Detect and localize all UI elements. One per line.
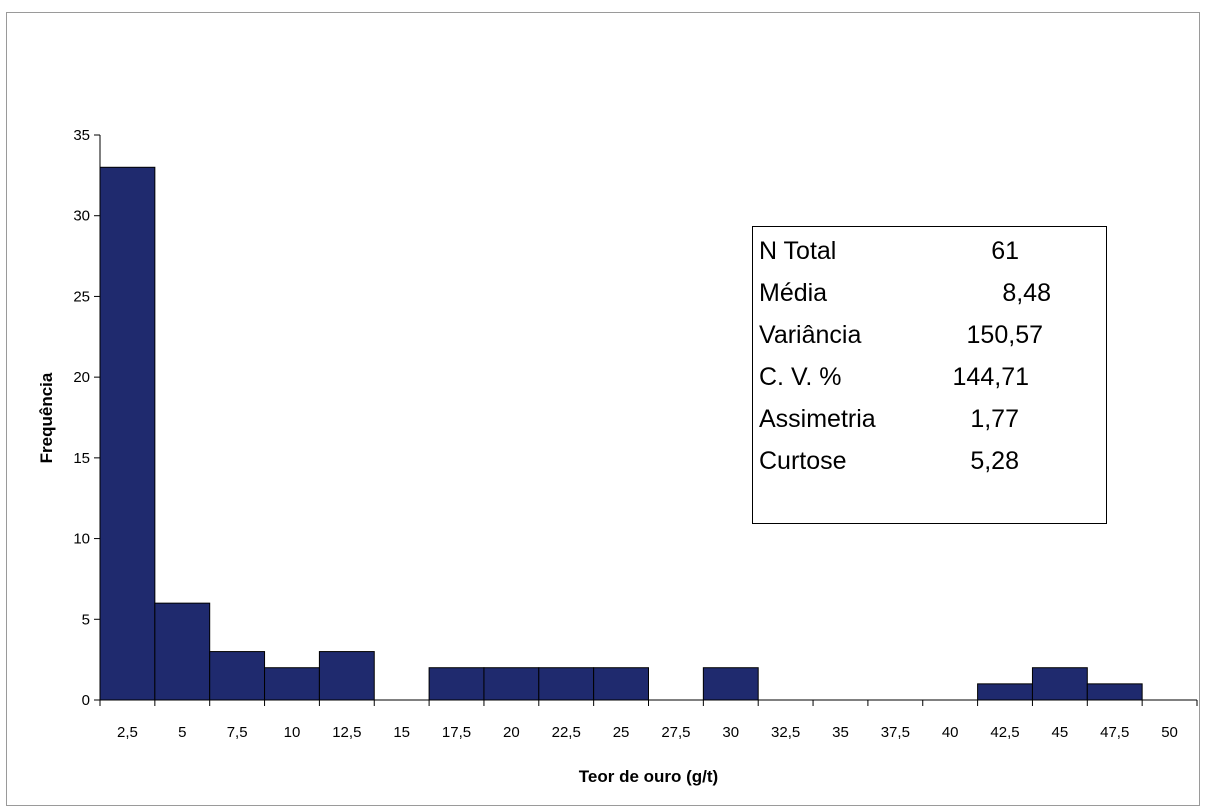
x-tick-label: 35 xyxy=(832,724,849,741)
histogram-bar xyxy=(428,667,485,701)
x-tick-label: 47,5 xyxy=(1100,724,1129,741)
x-tick-label: 2,5 xyxy=(117,724,138,741)
histogram-bar xyxy=(154,602,211,701)
histogram-bar xyxy=(264,667,320,701)
stat-row: Variância 150,57 xyxy=(759,321,1079,357)
x-tick-label: 40 xyxy=(942,724,959,741)
y-tick-label: 20 xyxy=(73,369,90,386)
stat-row: Assimetria 1,77 xyxy=(759,405,1079,441)
x-tick-label: 22,5 xyxy=(552,724,581,741)
stat-value: 61 xyxy=(991,237,1019,265)
x-tick-label: 20 xyxy=(503,724,520,741)
stat-name: Assimetria xyxy=(759,405,876,433)
x-tick-label: 42,5 xyxy=(990,724,1019,741)
x-tick-label: 5 xyxy=(178,724,186,741)
y-axis-title: Frequência xyxy=(37,372,56,463)
stat-name: Curtose xyxy=(759,447,847,475)
histogram-bar xyxy=(483,667,540,701)
y-tick-label: 30 xyxy=(73,208,90,225)
histogram-bar xyxy=(318,651,375,701)
stat-value: 150,57 xyxy=(966,321,1043,349)
x-tick-label: 30 xyxy=(722,724,739,741)
y-tick-label: 25 xyxy=(73,288,90,305)
histogram-bar xyxy=(209,651,266,701)
stat-name: Variância xyxy=(759,321,862,349)
y-tick-label: 10 xyxy=(73,531,90,548)
x-tick-label: 27,5 xyxy=(661,724,690,741)
x-tick-label: 7,5 xyxy=(227,724,248,741)
x-tick-label: 17,5 xyxy=(442,724,471,741)
x-tick-label: 50 xyxy=(1161,724,1178,741)
y-tick-label: 35 xyxy=(73,127,90,144)
x-tick-label: 15 xyxy=(393,724,410,741)
histogram-bar xyxy=(538,667,595,701)
x-axis-title: Teor de ouro (g/t) xyxy=(579,767,718,786)
histogram-bar xyxy=(702,667,759,701)
x-tick-label: 10 xyxy=(284,724,301,741)
stat-value: 144,71 xyxy=(952,363,1029,391)
x-tick-label: 37,5 xyxy=(881,724,910,741)
histogram-bar xyxy=(1031,667,1088,701)
x-tick-label: 45 xyxy=(1052,724,1069,741)
y-tick-label: 15 xyxy=(73,450,90,467)
stat-name: Média xyxy=(759,279,828,307)
histogram-bar xyxy=(593,667,650,701)
y-tick-label: 5 xyxy=(82,611,90,628)
stat-name: N Total xyxy=(759,237,837,265)
histogram-bar xyxy=(1086,683,1143,701)
statistics-box: N Total 61 Média 8,48 Variância 150,57 C… xyxy=(752,226,1107,524)
stat-row: Média 8,48 xyxy=(759,279,1079,315)
x-tick-label: 25 xyxy=(613,724,630,741)
stat-row: Curtose 5,28 xyxy=(759,447,1079,483)
stat-value: 5,28 xyxy=(970,447,1019,475)
x-tick-label: 12,5 xyxy=(332,724,361,741)
stat-value: 8,48 xyxy=(1002,279,1051,307)
histogram-bar xyxy=(977,683,1033,701)
y-tick-label: 0 xyxy=(82,692,90,709)
stat-name: C. V. % xyxy=(759,363,842,391)
histogram-bar xyxy=(99,166,156,701)
stat-row: N Total 61 xyxy=(759,237,1079,273)
x-tick-label: 32,5 xyxy=(771,724,800,741)
stat-row: C. V. % 144,71 xyxy=(759,363,1079,399)
stat-value: 1,77 xyxy=(970,405,1019,433)
